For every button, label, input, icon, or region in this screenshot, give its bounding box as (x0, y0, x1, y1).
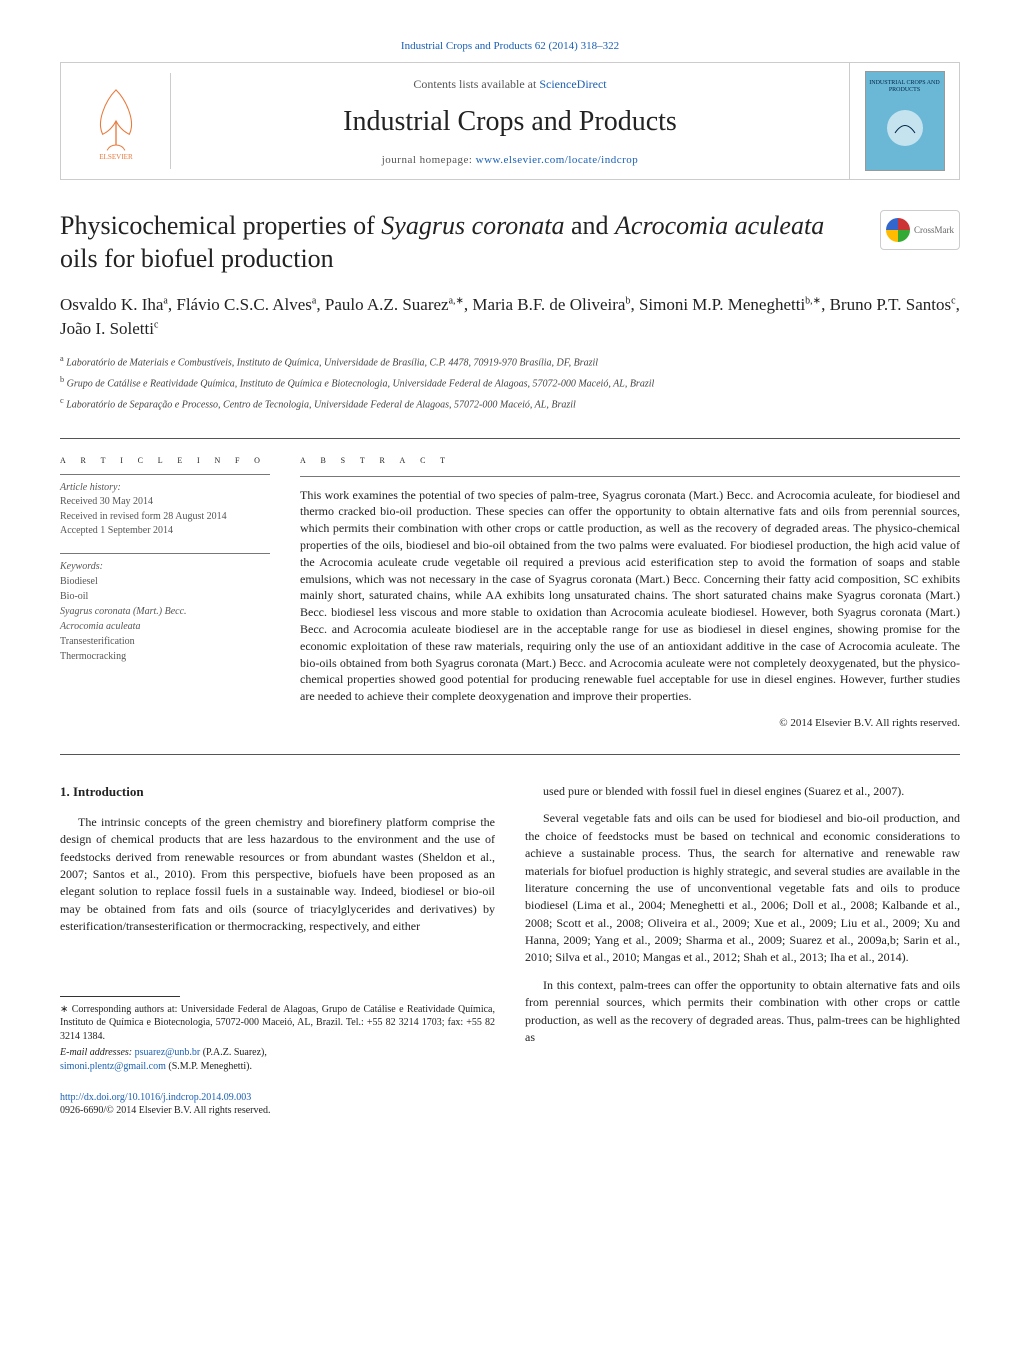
crossmark-icon (886, 218, 910, 242)
keywords-title: Keywords: (60, 560, 270, 575)
body-column-right: used pure or blended with fossil fuel in… (525, 783, 960, 1117)
keyword: Transesterification (60, 634, 270, 649)
article-info-heading: a r t i c l e i n f o (60, 454, 270, 466)
section-divider (60, 438, 960, 439)
journal-header-bar: ELSEVIER Contents lists available at Sci… (60, 62, 960, 180)
keyword: Thermocracking (60, 649, 270, 664)
contents-available-line: Contents lists available at ScienceDirec… (183, 77, 837, 92)
article-info-sidebar: a r t i c l e i n f o Article history: R… (60, 454, 270, 729)
journal-cover-cell: INDUSTRIAL CROPS AND PRODUCTS (849, 63, 959, 179)
body-paragraph: In this context, palm-trees can offer th… (525, 977, 960, 1047)
author-list: Osvaldo K. Ihaa, Flávio C.S.C. Alvesa, P… (60, 293, 960, 341)
running-head: Industrial Crops and Products 62 (2014) … (401, 40, 619, 52)
journal-cover-text: INDUSTRIAL CROPS AND PRODUCTS (866, 80, 944, 93)
affiliation: b Grupo de Catálise e Reatividade Químic… (60, 374, 960, 391)
author: , Flávio C.S.C. Alvesa (168, 295, 317, 314)
footnotes: ∗ Corresponding authors at: Universidade… (60, 1003, 495, 1074)
crossmark-badge[interactable]: CrossMark (880, 210, 960, 250)
issn-copyright: 0926-6690/© 2014 Elsevier B.V. All right… (60, 1105, 270, 1116)
body-paragraph: The intrinsic concepts of the green chem… (60, 814, 495, 936)
keyword: Syagrus coronata (Mart.) Becc. (60, 604, 270, 619)
history-line: Received 30 May 2014 (60, 495, 270, 510)
body-paragraph: Several vegetable fats and oils can be u… (525, 810, 960, 967)
body-paragraph: used pure or blended with fossil fuel in… (525, 783, 960, 800)
abstract-copyright: © 2014 Elsevier B.V. All rights reserved… (300, 717, 960, 729)
email-link[interactable]: simoni.plentz@gmail.com (60, 1061, 166, 1072)
crossmark-label: CrossMark (914, 225, 954, 235)
publisher-logo-cell: ELSEVIER (61, 73, 171, 169)
author: , Paulo A.Z. Suareza,∗ (316, 295, 464, 314)
journal-cover-thumbnail: INDUSTRIAL CROPS AND PRODUCTS (865, 71, 945, 171)
history-title: Article history: (60, 481, 270, 496)
doi-link[interactable]: http://dx.doi.org/10.1016/j.indcrop.2014… (60, 1092, 251, 1103)
author: , Bruno P.T. Santosc (821, 295, 956, 314)
email-link[interactable]: psuarez@unb.br (135, 1047, 201, 1058)
corresponding-author-note: ∗ Corresponding authors at: Universidade… (60, 1003, 495, 1044)
journal-homepage-link[interactable]: www.elsevier.com/locate/indcrop (476, 154, 639, 166)
article-title: Physicochemical properties of Syagrus co… (60, 210, 960, 275)
author: , Maria B.F. de Oliveirab (464, 295, 631, 314)
affiliation: c Laboratório de Separação e Processo, C… (60, 395, 960, 412)
email-addresses: E-mail addresses: psuarez@unb.br (P.A.Z.… (60, 1046, 495, 1073)
section-divider (60, 754, 960, 755)
journal-homepage-line: journal homepage: www.elsevier.com/locat… (183, 154, 837, 166)
author: , Simoni M.P. Meneghettib,∗ (630, 295, 821, 314)
affiliation: a Laboratório de Materiais e Combustívei… (60, 353, 960, 370)
author: Osvaldo K. Ihaa (60, 295, 168, 314)
doi-block: http://dx.doi.org/10.1016/j.indcrop.2014… (60, 1091, 495, 1117)
history-line: Received in revised form 28 August 2014 (60, 510, 270, 525)
keyword: Biodiesel (60, 574, 270, 589)
keyword: Acrocomia aculeata (60, 619, 270, 634)
history-line: Accepted 1 September 2014 (60, 524, 270, 539)
section-heading-intro: 1. Introduction (60, 783, 495, 802)
sciencedirect-link[interactable]: ScienceDirect (539, 77, 606, 91)
abstract-heading: a b s t r a c t (300, 454, 960, 466)
body-column-left: 1. Introduction The intrinsic concepts o… (60, 783, 495, 1117)
svg-text:ELSEVIER: ELSEVIER (99, 153, 133, 161)
journal-title: Industrial Crops and Products (183, 106, 837, 138)
abstract-text: This work examines the potential of two … (300, 476, 960, 705)
footnote-separator (60, 996, 180, 997)
keyword: Bio-oil (60, 589, 270, 604)
elsevier-tree-logo: ELSEVIER (81, 81, 151, 161)
